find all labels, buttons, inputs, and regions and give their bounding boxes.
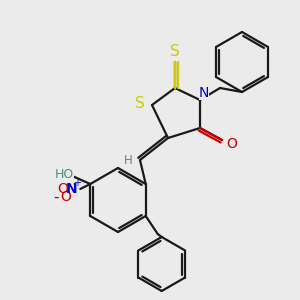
Text: S: S <box>170 44 180 59</box>
Text: N: N <box>199 86 209 100</box>
Text: O: O <box>60 190 71 204</box>
Text: -: - <box>53 190 59 205</box>
Text: S: S <box>135 95 145 110</box>
Text: H: H <box>124 154 132 166</box>
Text: +: + <box>73 178 81 188</box>
Text: N: N <box>65 182 77 196</box>
Text: O: O <box>57 182 68 196</box>
Text: O: O <box>226 137 237 151</box>
Text: HO: HO <box>55 167 74 181</box>
